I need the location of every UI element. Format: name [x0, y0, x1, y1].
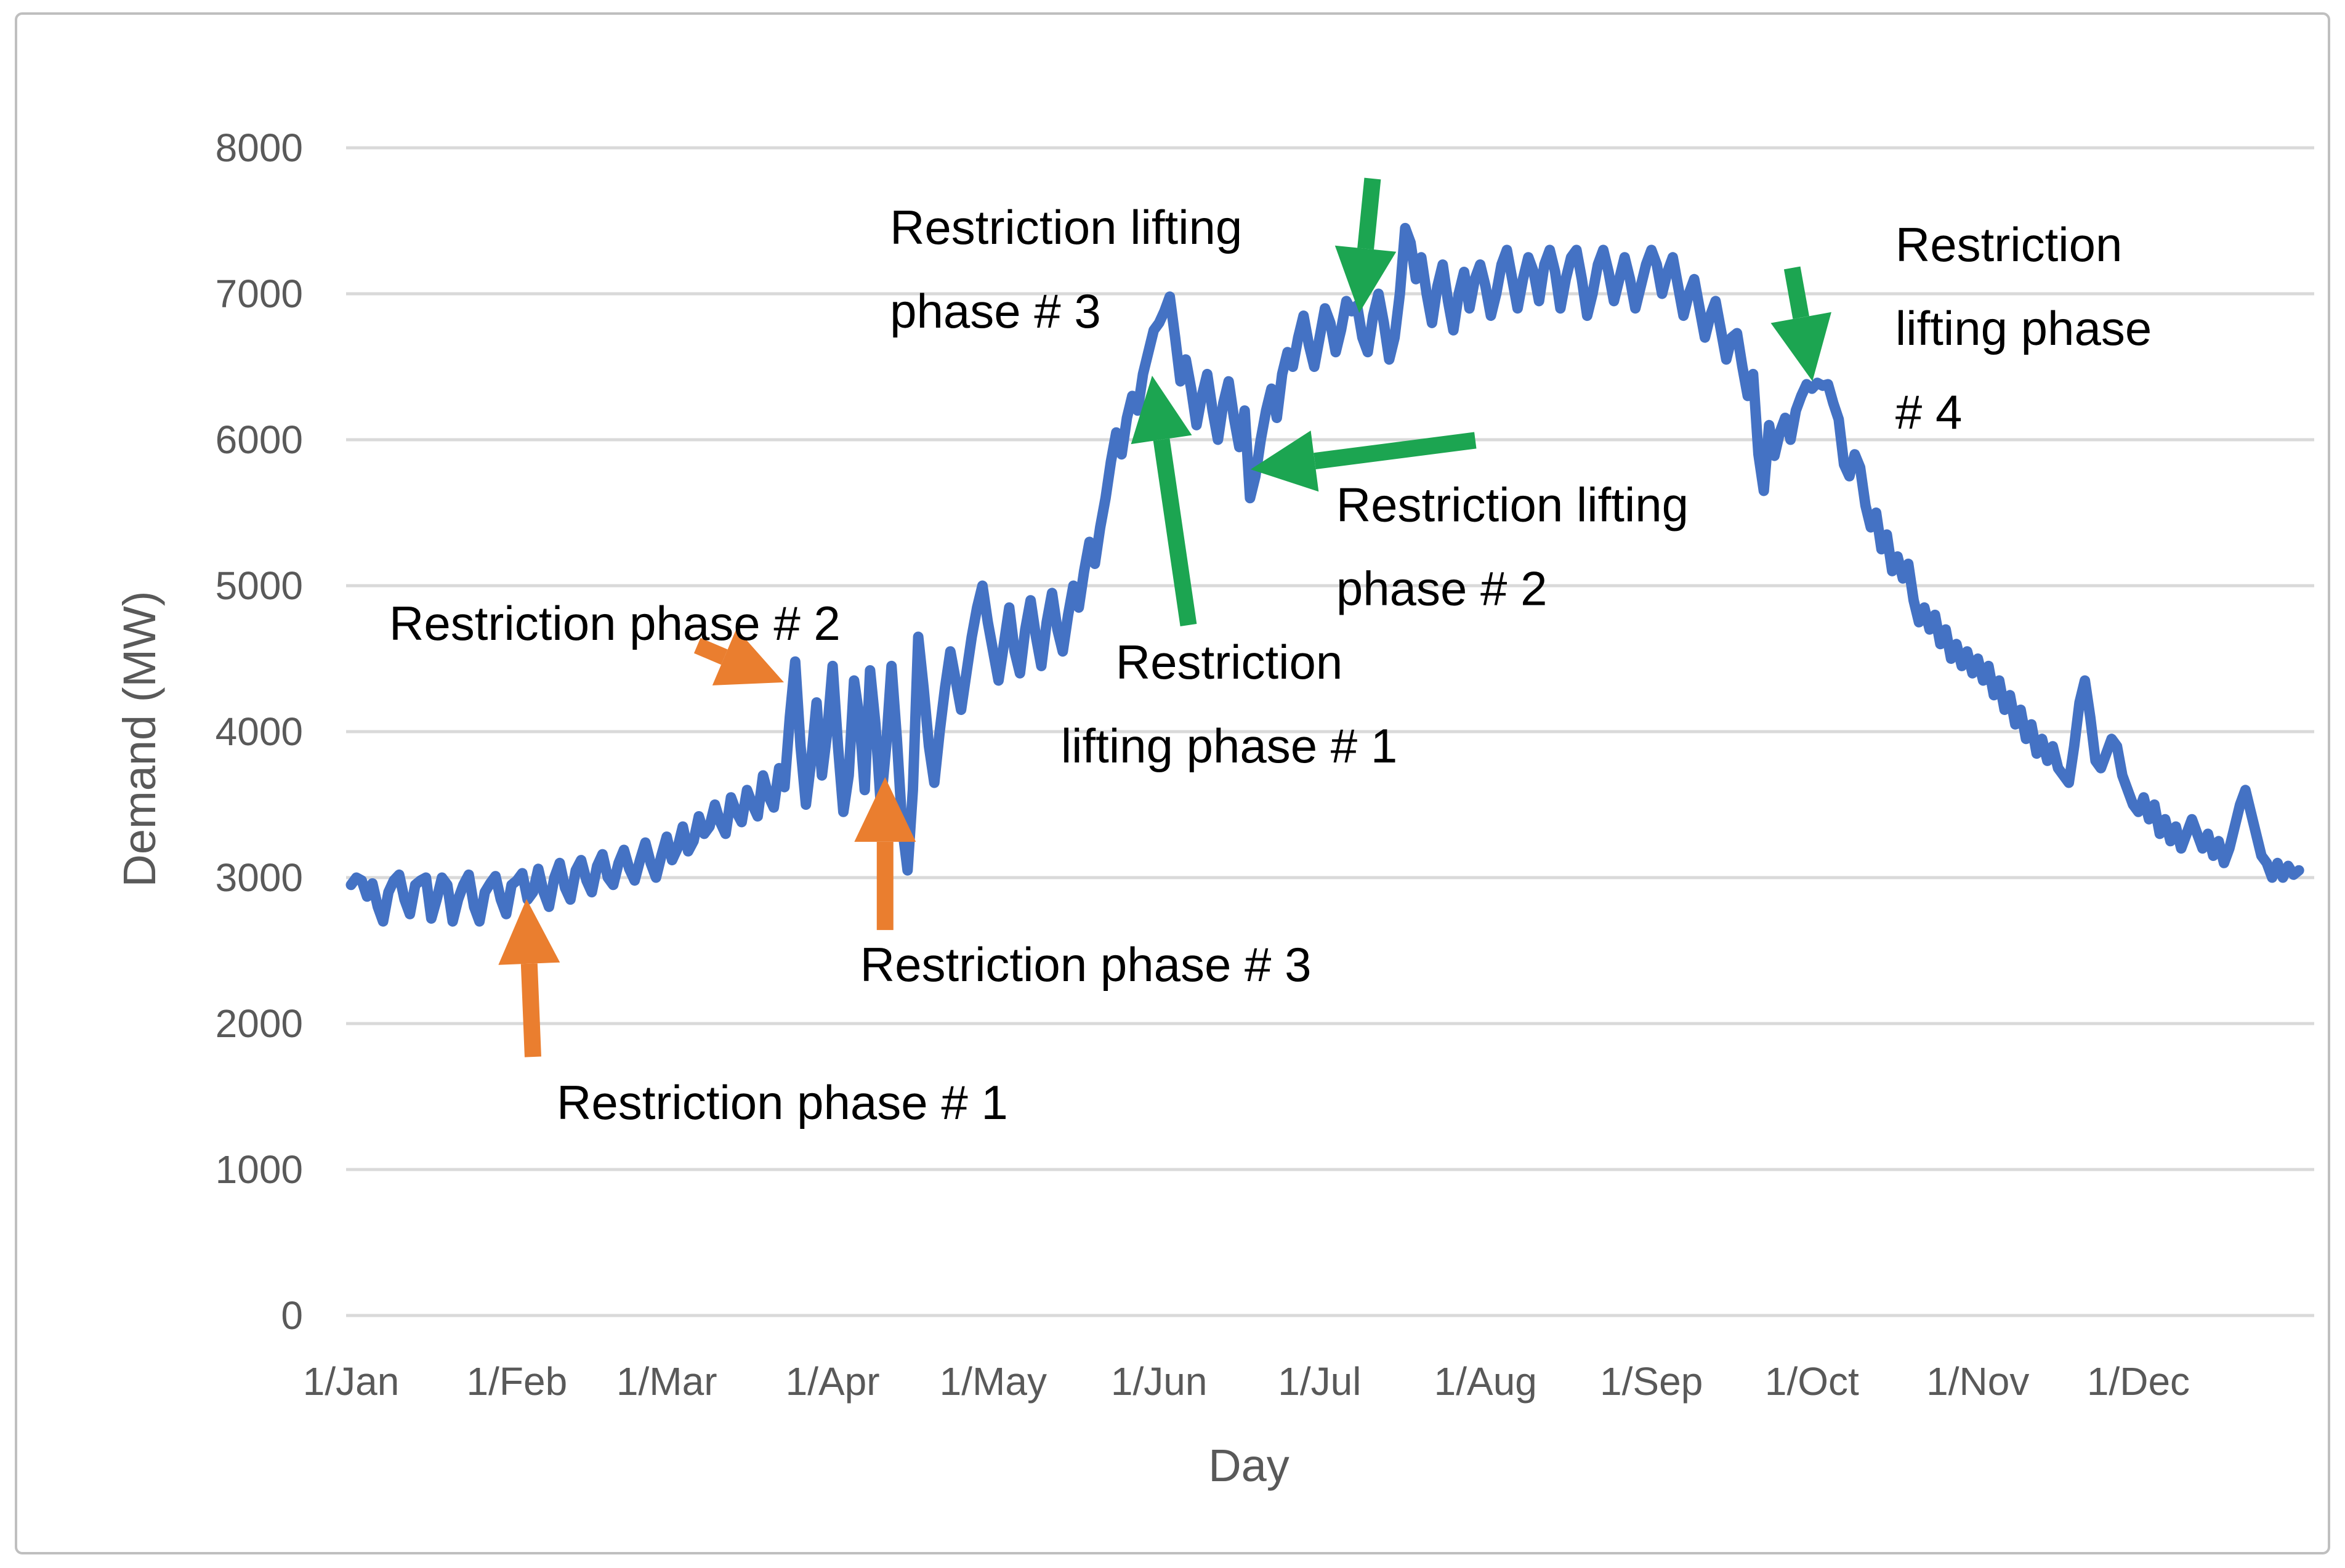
restriction-phase-2: Restriction phase # 2	[389, 596, 841, 685]
restriction-lifting-phase-4-label: Restriction	[1895, 217, 2122, 272]
x-tick-label: 1/Dec	[2087, 1359, 2190, 1404]
restriction-lifting-phase-3-arrow-shaft	[1357, 177, 1381, 250]
restriction-lifting-phase-2-label: Restriction lifting	[1336, 477, 1689, 531]
restriction-lifting-phase-2-arrow-shaft	[1314, 432, 1477, 470]
restriction-phase-2-arrow-head	[712, 628, 784, 685]
restriction-lifting-phase-4-label: lifting phase	[1895, 301, 2152, 355]
x-axis-tick-labels: 1/Jan 1/Feb 1/Mar 1/Apr 1/May 1/Jun 1/Jul 1/Aug…	[303, 1359, 2190, 1404]
restriction-phase-1-label: Restriction phase # 1	[557, 1075, 1008, 1130]
y-tick-label: 5000	[216, 564, 303, 608]
annotations: Restriction phase # 1 Restriction phase #…	[389, 177, 2152, 1130]
x-axis-title: Day	[1208, 1440, 1290, 1491]
x-tick-label: 1/Feb	[467, 1359, 568, 1404]
restriction-lifting-phase-1-label: Restriction	[1116, 635, 1342, 689]
y-tick-label: 7000	[216, 272, 303, 316]
restriction-lifting-phase-1-label: lifting phase # 1	[1061, 719, 1397, 773]
restriction-phase-3: Restriction phase # 3	[854, 777, 1312, 992]
restriction-lifting-phase-1-arrow-shaft	[1153, 438, 1197, 626]
y-axis-tick-labels: 0 1000 2000 3000 4000 5000 6000 7000 8000	[216, 126, 303, 1338]
restriction-lifting-phase-4: Restriction lifting phase # 4	[1770, 217, 2152, 439]
restriction-lifting-phase-3-label: Restriction lifting	[890, 200, 1242, 254]
y-tick-label: 4000	[216, 709, 303, 754]
restriction-phase-3-arrow-head	[854, 777, 916, 842]
restriction-lifting-phase-3: Restriction lifting phase # 3	[890, 177, 1397, 338]
restriction-lifting-phase-2-arrow-head	[1250, 430, 1319, 492]
y-tick-label: 2000	[216, 1001, 303, 1046]
restriction-lifting-phase-3-arrow-head	[1334, 245, 1397, 313]
x-tick-label: 1/Oct	[1765, 1359, 1859, 1404]
restriction-phase-1: Restriction phase # 1	[498, 899, 1008, 1130]
restriction-lifting-phase-2: Restriction lifting phase # 2	[1250, 430, 1689, 615]
x-tick-label: 1/Nov	[1926, 1359, 2029, 1404]
restriction-phase-2-arrow-shaft	[693, 637, 728, 665]
y-tick-label: 6000	[216, 418, 303, 462]
demand-series	[345, 222, 2304, 927]
restriction-lifting-phase-1: Restriction lifting phase # 1	[1061, 376, 1397, 773]
x-tick-label: 1/Mar	[616, 1359, 717, 1404]
y-axis-title: Demand (MW)	[114, 591, 165, 887]
y-tick-label: 3000	[216, 855, 303, 900]
x-tick-label: 1/May	[940, 1359, 1047, 1404]
x-tick-label: 1/Jul	[1278, 1359, 1361, 1404]
x-tick-label: 1/Aug	[1434, 1359, 1537, 1404]
restriction-phase-3-label: Restriction phase # 3	[860, 937, 1312, 992]
restriction-lifting-phase-4-arrow-head	[1770, 312, 1831, 381]
restriction-lifting-phase-3-label: phase # 3	[890, 284, 1101, 338]
y-tick-label: 8000	[216, 126, 303, 170]
x-tick-label: 1/Jan	[303, 1359, 400, 1404]
restriction-phase-1-arrow-head	[498, 899, 560, 965]
y-tick-label: 0	[281, 1293, 303, 1338]
restriction-phase-2-label: Restriction phase # 2	[389, 596, 841, 650]
demand-line	[345, 222, 2304, 927]
gridlines	[346, 146, 2314, 1317]
restriction-lifting-phase-2-label: phase # 2	[1336, 561, 1548, 615]
x-tick-label: 1/Jun	[1111, 1359, 1208, 1404]
restriction-lifting-phase-1-arrow-head	[1131, 376, 1192, 445]
restriction-lifting-phase-4-arrow-shaft	[1783, 266, 1809, 320]
restriction-lifting-phase-4-label: # 4	[1895, 385, 1962, 439]
x-tick-label: 1/Apr	[786, 1359, 880, 1404]
y-tick-label: 1000	[216, 1147, 303, 1192]
x-tick-label: 1/Sep	[1600, 1359, 1703, 1404]
restriction-phase-1-arrow-shaft	[520, 963, 541, 1057]
